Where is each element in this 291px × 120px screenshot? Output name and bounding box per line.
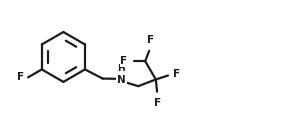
Text: H: H bbox=[117, 64, 125, 73]
Text: F: F bbox=[17, 72, 24, 82]
Text: F: F bbox=[173, 69, 181, 79]
Text: F: F bbox=[147, 35, 154, 45]
Text: F: F bbox=[120, 56, 127, 66]
Text: N: N bbox=[117, 75, 126, 85]
Text: F: F bbox=[154, 98, 161, 108]
